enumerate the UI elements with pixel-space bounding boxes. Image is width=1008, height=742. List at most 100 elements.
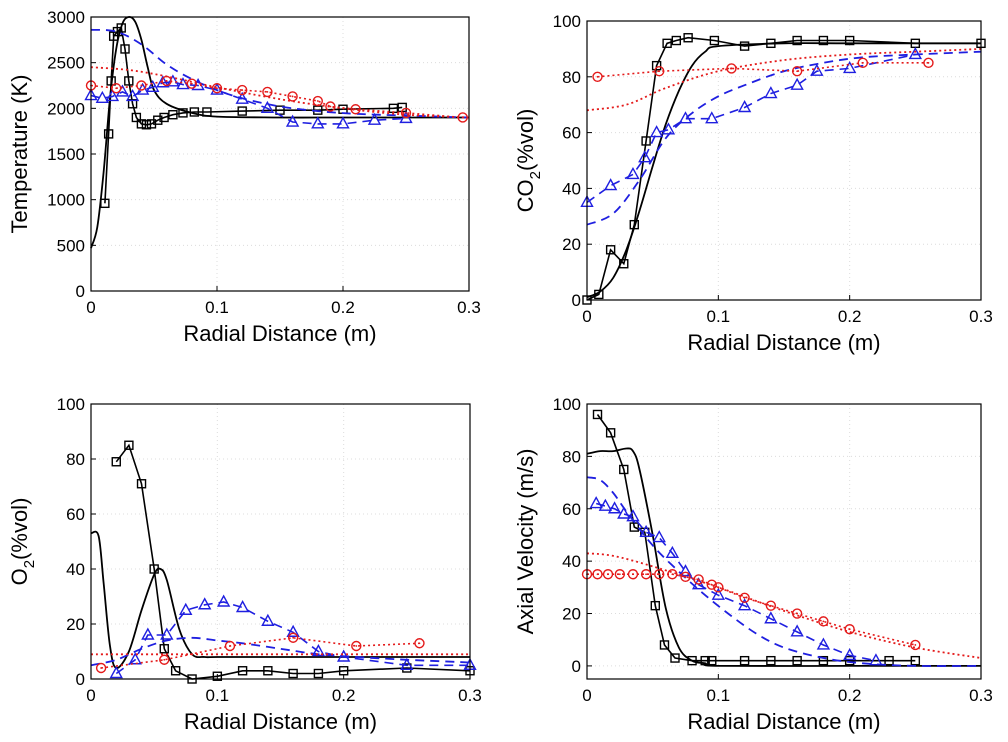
data-point-triangle: [179, 602, 193, 615]
x-tick-label: 0.2: [331, 298, 355, 317]
data-point-square: [153, 115, 163, 125]
marker-dot: [418, 642, 421, 645]
marker-dot: [632, 573, 634, 576]
marker-dot: [671, 573, 674, 576]
data-point-triangle: [649, 125, 664, 138]
series-line-black-square-markers: [596, 414, 916, 662]
y-tick-label: 80: [562, 68, 581, 87]
data-point-circle: [844, 624, 855, 635]
x-tick-label: 0.1: [206, 686, 230, 705]
data-point-square: [619, 259, 629, 269]
marker-dot: [354, 108, 357, 111]
marker-dot: [115, 87, 118, 90]
data-point-circle: [592, 569, 603, 580]
data-point-square: [651, 60, 662, 71]
y-tick-label: 20: [562, 235, 581, 254]
data-point-circle: [110, 83, 122, 94]
data-point-circle: [400, 107, 412, 119]
marker-dot: [645, 573, 647, 576]
y-tick-label: 3000: [47, 8, 85, 27]
x-tick-label: 0.2: [332, 686, 356, 705]
data-point-circle: [765, 600, 777, 611]
marker-dot: [165, 80, 168, 82]
data-point-triangle: [638, 150, 652, 163]
data-point-triangle: [589, 496, 603, 509]
marker-dot: [658, 573, 661, 576]
marker-dot: [848, 628, 851, 631]
panel-co2: 0 0.1 0.2 0.3 0 20 40 60 80 100 Radial Distance (m…: [513, 12, 993, 355]
data-point-square: [237, 106, 247, 116]
data-point-triangle: [790, 624, 804, 637]
data-point-circle: [457, 112, 468, 123]
y-tick-label: 1000: [47, 191, 85, 210]
data-point-circle: [923, 57, 934, 69]
data-point-square: [131, 112, 142, 123]
data-point-circle: [726, 63, 737, 74]
data-point-square: [884, 655, 894, 666]
marker-dot: [461, 116, 464, 119]
marker-dot: [769, 604, 772, 607]
marker-dot: [316, 100, 319, 102]
x-tick-label: 0.1: [707, 686, 731, 705]
marker-dot: [697, 578, 700, 581]
data-point-circle: [161, 75, 172, 87]
data-point-circle: [287, 91, 298, 102]
marker-dot: [216, 87, 218, 90]
x-tick-label: 0.3: [969, 686, 993, 705]
data-point-circle: [654, 66, 665, 77]
x-tick-label: 0.2: [838, 307, 862, 326]
data-point-square: [170, 666, 181, 676]
y-tick-label: 500: [57, 236, 85, 255]
data-point-circle: [224, 640, 236, 652]
data-point-square: [263, 666, 273, 676]
data-point-square: [766, 655, 776, 666]
data-point-square: [402, 663, 412, 673]
marker-dot: [355, 645, 358, 647]
marker-dot: [618, 573, 621, 576]
data-point-square: [136, 479, 147, 489]
series-line-red-dotted-line: [586, 48, 982, 112]
data-point-triangle: [109, 666, 123, 679]
series-line-blue-triangle-markers: [115, 601, 470, 675]
data-point-circle: [312, 95, 323, 107]
data-point-square: [818, 35, 829, 46]
data-point-square: [159, 644, 169, 654]
data-point-square: [313, 668, 324, 679]
marker-dot: [822, 620, 825, 623]
data-point-circle: [287, 632, 299, 643]
data-point-triangle: [146, 79, 160, 93]
data-point-square: [141, 120, 152, 130]
data-point-triangle: [711, 587, 726, 600]
series-line-black-solid-line: [586, 447, 981, 667]
data-point-square: [650, 600, 660, 611]
data-point-circle: [693, 574, 704, 585]
x-axis-label: Radial Distance (m): [687, 330, 880, 355]
series-line-black-solid-line: [90, 16, 469, 249]
data-point-triangle: [639, 524, 653, 538]
data-point-circle: [136, 80, 147, 91]
y-tick-label: 20: [562, 605, 581, 624]
data-point-square: [766, 38, 776, 49]
marker-dot: [743, 596, 746, 599]
series-line-black-square-markers: [115, 443, 471, 680]
data-point-square: [275, 105, 285, 115]
data-point-circle: [791, 608, 803, 619]
marker-dot: [914, 644, 917, 646]
marker-dot: [717, 586, 720, 589]
y-tick-label: 80: [562, 447, 581, 466]
data-point-square: [683, 33, 693, 43]
data-point-square: [592, 409, 603, 420]
data-point-square: [189, 107, 200, 117]
series-line-red-dotted-line: [586, 552, 982, 659]
x-tick-label: 0: [582, 686, 591, 705]
data-point-square: [739, 655, 750, 666]
data-point-triangle: [603, 178, 618, 191]
data-point-triangle: [665, 545, 680, 558]
marker-dot: [163, 658, 166, 661]
series-line-black-solid-line: [90, 530, 470, 669]
data-point-triangle: [166, 74, 180, 87]
data-point-triangle: [869, 653, 883, 666]
data-point-circle: [602, 569, 614, 580]
x-tick-label: 0.1: [205, 298, 229, 317]
data-point-circle: [186, 78, 198, 89]
